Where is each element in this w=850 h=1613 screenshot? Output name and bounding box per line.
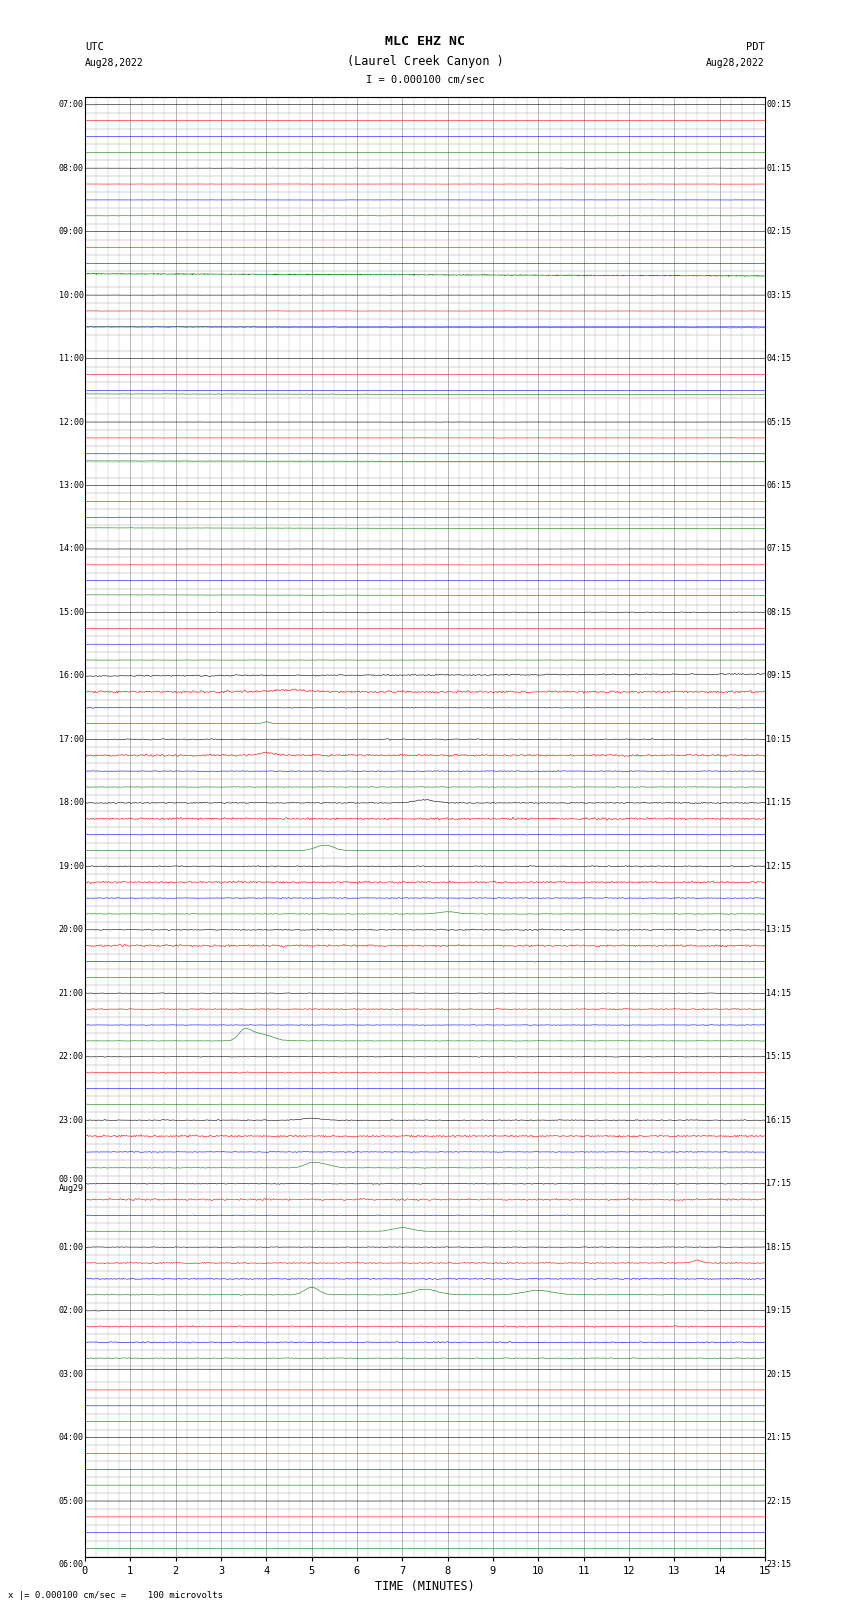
Text: 08:15: 08:15 bbox=[767, 608, 791, 616]
Text: 00:15: 00:15 bbox=[767, 100, 791, 110]
Text: 03:15: 03:15 bbox=[767, 290, 791, 300]
Text: UTC: UTC bbox=[85, 42, 104, 52]
Text: 09:00: 09:00 bbox=[59, 227, 83, 235]
Text: 10:15: 10:15 bbox=[767, 736, 791, 744]
Text: 17:15: 17:15 bbox=[767, 1179, 791, 1189]
Text: 05:15: 05:15 bbox=[767, 418, 791, 426]
Text: 07:00: 07:00 bbox=[59, 100, 83, 110]
Text: PDT: PDT bbox=[746, 42, 765, 52]
Text: 14:00: 14:00 bbox=[59, 545, 83, 553]
Text: 01:00: 01:00 bbox=[59, 1242, 83, 1252]
Text: 06:15: 06:15 bbox=[767, 481, 791, 490]
Text: 23:00: 23:00 bbox=[59, 1116, 83, 1124]
Text: 00:00: 00:00 bbox=[59, 1174, 83, 1184]
Text: 02:00: 02:00 bbox=[59, 1307, 83, 1315]
Text: 20:15: 20:15 bbox=[767, 1369, 791, 1379]
Text: 04:00: 04:00 bbox=[59, 1432, 83, 1442]
Text: 05:00: 05:00 bbox=[59, 1497, 83, 1505]
Text: 10:00: 10:00 bbox=[59, 290, 83, 300]
Text: 03:00: 03:00 bbox=[59, 1369, 83, 1379]
Text: 12:15: 12:15 bbox=[767, 861, 791, 871]
Text: 20:00: 20:00 bbox=[59, 926, 83, 934]
Text: 21:15: 21:15 bbox=[767, 1432, 791, 1442]
Text: 19:15: 19:15 bbox=[767, 1307, 791, 1315]
Text: 11:15: 11:15 bbox=[767, 798, 791, 808]
Text: 14:15: 14:15 bbox=[767, 989, 791, 998]
Text: 02:15: 02:15 bbox=[767, 227, 791, 235]
Text: 17:00: 17:00 bbox=[59, 736, 83, 744]
Text: 06:00: 06:00 bbox=[59, 1560, 83, 1569]
Text: 23:15: 23:15 bbox=[767, 1560, 791, 1569]
Text: MLC EHZ NC: MLC EHZ NC bbox=[385, 35, 465, 48]
Text: 18:00: 18:00 bbox=[59, 798, 83, 808]
Text: 18:15: 18:15 bbox=[767, 1242, 791, 1252]
Text: 16:15: 16:15 bbox=[767, 1116, 791, 1124]
Text: (Laurel Creek Canyon ): (Laurel Creek Canyon ) bbox=[347, 55, 503, 68]
Text: 16:00: 16:00 bbox=[59, 671, 83, 681]
Text: 13:00: 13:00 bbox=[59, 481, 83, 490]
Text: Aug28,2022: Aug28,2022 bbox=[706, 58, 765, 68]
X-axis label: TIME (MINUTES): TIME (MINUTES) bbox=[375, 1579, 475, 1592]
Text: Aug29: Aug29 bbox=[59, 1184, 83, 1192]
Text: x |= 0.000100 cm/sec =    100 microvolts: x |= 0.000100 cm/sec = 100 microvolts bbox=[8, 1590, 224, 1600]
Text: 12:00: 12:00 bbox=[59, 418, 83, 426]
Text: 13:15: 13:15 bbox=[767, 926, 791, 934]
Text: 22:00: 22:00 bbox=[59, 1052, 83, 1061]
Text: 09:15: 09:15 bbox=[767, 671, 791, 681]
Text: 22:15: 22:15 bbox=[767, 1497, 791, 1505]
Text: 15:15: 15:15 bbox=[767, 1052, 791, 1061]
Text: I = 0.000100 cm/sec: I = 0.000100 cm/sec bbox=[366, 76, 484, 85]
Text: 11:00: 11:00 bbox=[59, 355, 83, 363]
Text: Aug28,2022: Aug28,2022 bbox=[85, 58, 144, 68]
Text: 01:15: 01:15 bbox=[767, 163, 791, 173]
Text: 19:00: 19:00 bbox=[59, 861, 83, 871]
Text: 15:00: 15:00 bbox=[59, 608, 83, 616]
Text: 04:15: 04:15 bbox=[767, 355, 791, 363]
Text: 08:00: 08:00 bbox=[59, 163, 83, 173]
Text: 07:15: 07:15 bbox=[767, 545, 791, 553]
Text: 21:00: 21:00 bbox=[59, 989, 83, 998]
